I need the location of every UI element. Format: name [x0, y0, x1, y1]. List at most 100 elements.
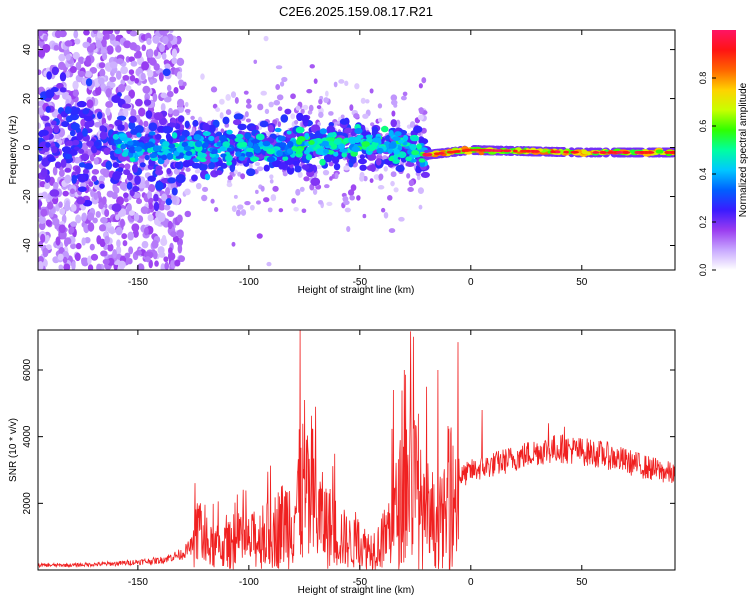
heatmap-cell — [418, 138, 429, 145]
x-tick-label: -50 — [353, 577, 368, 588]
heatmap-cell — [295, 126, 305, 134]
heatmap-cell — [86, 45, 94, 53]
heatmap-cell — [178, 255, 186, 263]
heatmap-cell — [305, 153, 313, 161]
heatmap-cell — [45, 219, 52, 227]
heatmap-cell — [244, 111, 249, 118]
heatmap-cell — [310, 177, 321, 187]
heatmap-cell — [46, 71, 52, 80]
heatmap-cell — [185, 150, 193, 156]
heatmap-cell — [155, 181, 164, 191]
heatmap-cell — [140, 72, 146, 81]
heatmap-cell — [555, 150, 561, 154]
colorbar-tick-label: 0.4 — [698, 168, 708, 181]
heatmap-cell — [365, 134, 373, 139]
heatmap-cell — [592, 151, 600, 154]
heatmap-cell — [230, 91, 237, 98]
heatmap-cell — [129, 42, 138, 51]
heatmap-cell — [209, 124, 216, 133]
heatmap-cell — [222, 116, 230, 125]
heatmap-cell — [128, 121, 136, 130]
heatmap-cell — [380, 125, 389, 133]
heatmap-cell — [174, 259, 181, 267]
heatmap-cell — [128, 89, 135, 99]
heatmap-cell — [402, 134, 409, 142]
heatmap-cell — [148, 259, 153, 269]
heatmap-cell — [130, 60, 138, 67]
heatmap-cell — [433, 152, 441, 156]
heatmap-cell — [162, 141, 170, 147]
heatmap-cell — [237, 138, 244, 144]
heatmap-cell — [418, 107, 424, 115]
heatmap-cell — [249, 204, 255, 211]
heatmap-cell — [390, 94, 398, 102]
heatmap-cell — [383, 211, 389, 219]
heatmap-cell — [168, 30, 174, 34]
heatmap-cell — [102, 258, 110, 265]
heatmap-cell — [334, 121, 338, 126]
heatmap-cell — [329, 176, 333, 181]
heatmap-cell — [77, 186, 87, 193]
heatmap-cell — [153, 63, 160, 71]
heatmap-cell — [82, 127, 88, 137]
heatmap-cell — [58, 61, 66, 70]
heatmap-cell — [373, 174, 380, 180]
x-tick-label: 50 — [576, 577, 588, 588]
heatmap-cell — [107, 257, 115, 266]
heatmap-frame — [37, 29, 676, 271]
heatmap-cell — [64, 167, 72, 173]
heatmap-cell — [162, 36, 169, 45]
heatmap-panel: -150 -100 -50 0 50 -40 -20 0 20 40 Height of str… — [8, 29, 676, 296]
heatmap-cell — [160, 237, 168, 247]
heatmap-cell — [211, 148, 218, 154]
heatmap-cell — [126, 172, 134, 181]
heatmap-cell — [493, 149, 502, 152]
heatmap-cell — [390, 171, 397, 178]
heatmap-cell — [99, 68, 106, 78]
heatmap-cell — [116, 196, 125, 206]
heatmap-x-label: Height of straight line (km) — [298, 285, 415, 296]
heatmap-cell — [38, 122, 41, 130]
heatmap-cell — [128, 56, 135, 63]
heatmap-cell — [343, 200, 350, 206]
heatmap-cell — [349, 139, 356, 145]
heatmap-cell — [114, 30, 120, 35]
colorbar: 0.0 0.2 0.4 0.6 0.8 Normalized spectral ampl… — [698, 30, 749, 276]
heatmap-cell — [599, 151, 607, 154]
heatmap-cell — [80, 204, 86, 211]
heatmap-cell — [47, 156, 56, 162]
heatmap-cell — [191, 162, 202, 169]
heatmap-cell — [128, 210, 136, 216]
heatmap-cell — [75, 166, 81, 175]
heatmap-cell — [40, 95, 46, 101]
heatmap-cell — [181, 141, 188, 148]
heatmap-cell — [116, 58, 124, 65]
heatmap-cell — [107, 228, 116, 234]
heatmap-cell — [359, 164, 367, 171]
heatmap-cell — [72, 80, 79, 90]
heatmap-cell — [357, 158, 367, 165]
heatmap-cell — [371, 126, 379, 135]
heatmap-cell — [149, 153, 158, 159]
heatmap-cell — [160, 263, 166, 270]
heatmap-cell — [244, 132, 252, 140]
colorbar-ticks: 0.0 0.2 0.4 0.6 0.8 — [698, 72, 716, 276]
heatmap-cell — [195, 182, 202, 190]
heatmap-cell — [236, 142, 246, 148]
heatmap-cell — [128, 115, 137, 124]
heatmap-cell — [155, 169, 164, 176]
heatmap-cell — [417, 114, 424, 121]
heatmap-cell — [100, 250, 108, 257]
heatmap-cell — [279, 142, 287, 148]
heatmap-cell — [171, 187, 178, 196]
heatmap-cell — [117, 83, 126, 93]
heatmap-cell — [226, 147, 233, 153]
heatmap-cell — [308, 140, 315, 145]
heatmap-cell — [173, 87, 179, 94]
heatmap-cell — [75, 61, 82, 71]
heatmap-cell — [165, 133, 171, 141]
heatmap-cell — [533, 150, 540, 153]
heatmap-cell — [215, 107, 221, 112]
heatmap-cell — [293, 207, 299, 212]
heatmap-cell — [484, 149, 494, 152]
